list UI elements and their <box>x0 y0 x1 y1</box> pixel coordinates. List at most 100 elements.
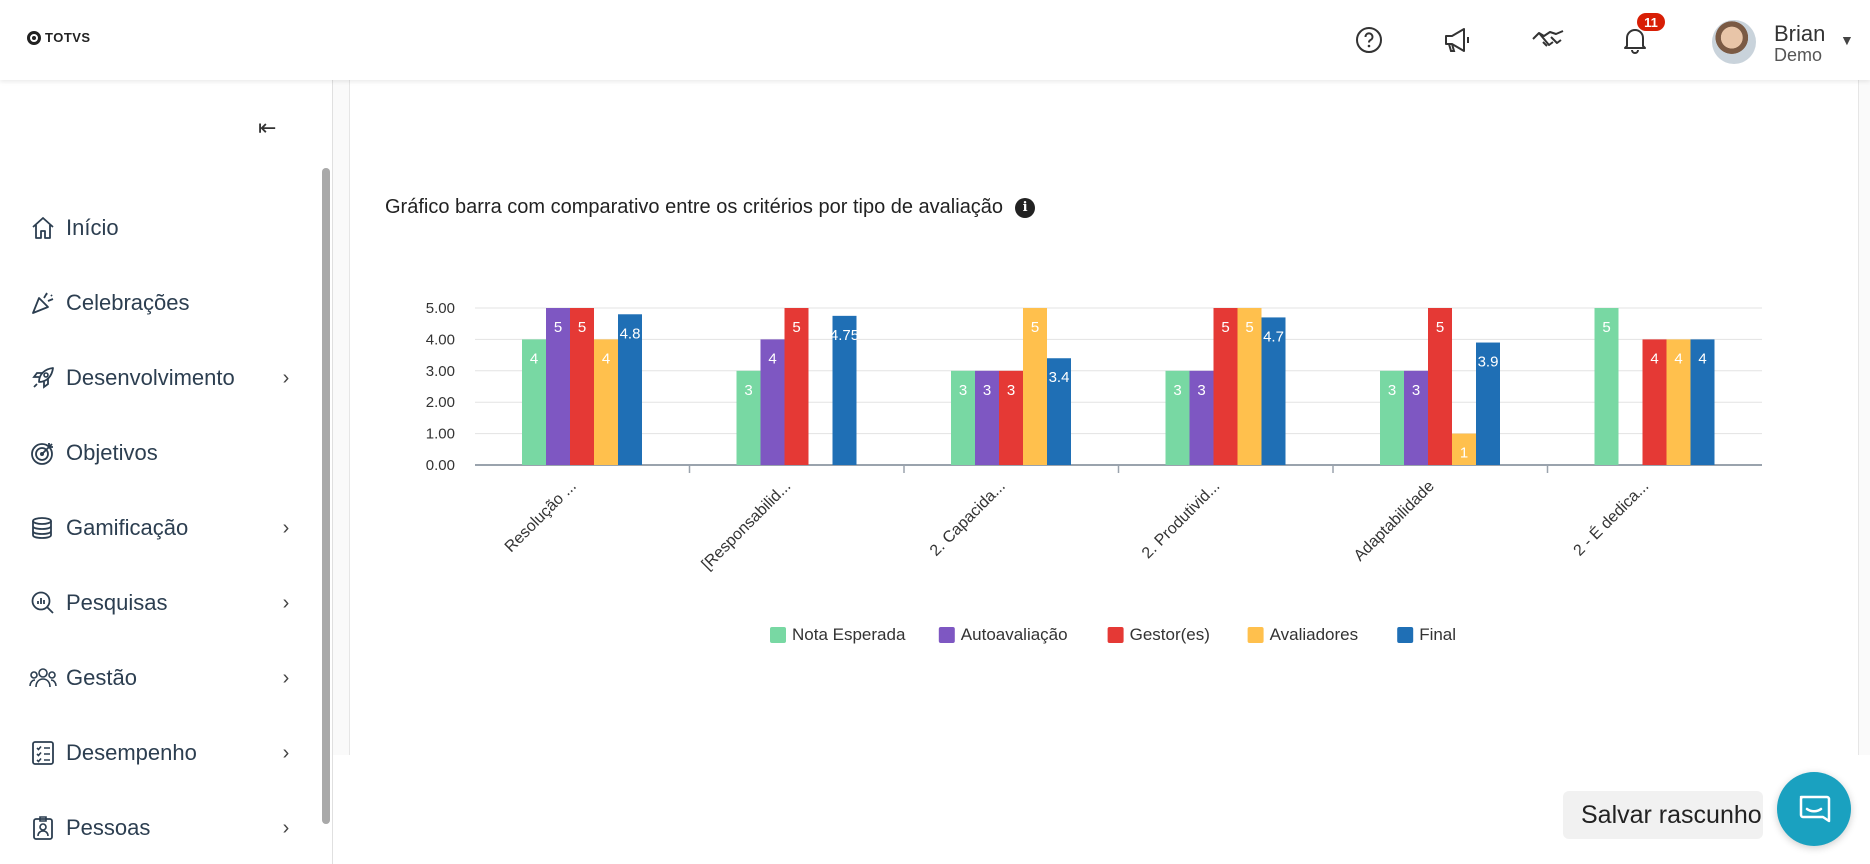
sidebar-item-inicio[interactable]: Início <box>28 206 296 250</box>
sidebar-scrollbar-thumb[interactable] <box>322 168 330 824</box>
chart-title: Gráfico barra com comparativo entre os c… <box>385 196 1036 219</box>
bar <box>570 308 594 465</box>
bell-icon <box>1624 29 1646 54</box>
people-icon <box>28 663 58 693</box>
help-circle-icon <box>1356 27 1382 53</box>
sidebar-item-gamificacao[interactable]: Gamificação › <box>28 506 296 550</box>
avatar[interactable] <box>1712 20 1756 64</box>
data-label: 5 <box>578 319 586 336</box>
sidebar-item-label: Desenvolvimento <box>66 365 235 390</box>
bar <box>546 308 570 465</box>
sidebar-item-desenvolvimento[interactable]: Desenvolvimento › <box>28 356 296 400</box>
x-tick-label: Adaptabilidade <box>1351 478 1438 565</box>
search-chart-icon <box>28 588 58 618</box>
bar <box>1428 308 1452 465</box>
user-subtitle: Demo <box>1774 45 1823 65</box>
notification-badge: 11 <box>1637 13 1665 31</box>
bar <box>736 370 761 465</box>
data-label: 3 <box>983 382 991 399</box>
data-label: 4.75 <box>830 327 859 344</box>
legend-swatch <box>938 627 955 643</box>
data-label: 5 <box>1031 319 1039 336</box>
x-tick-label: 2. Produtivid... <box>1139 478 1223 562</box>
sidebar-item-label: Pesquisas <box>66 590 168 615</box>
y-tick-label: 2.00 <box>426 394 455 411</box>
bar <box>1047 358 1071 465</box>
bar <box>975 370 999 465</box>
data-label: 4 <box>1698 350 1706 367</box>
bar <box>1666 339 1691 465</box>
top-bar: TOTVS 1 <box>0 0 1870 80</box>
data-label: 3.9 <box>1478 354 1499 371</box>
bar <box>951 370 975 465</box>
bar <box>1261 317 1286 465</box>
y-tick-label: 0.00 <box>426 457 455 474</box>
sidebar-item-label: Celebrações <box>66 290 190 315</box>
help-button[interactable] <box>1351 22 1387 58</box>
legend-swatch <box>1247 627 1264 643</box>
totvs-logo[interactable]: TOTVS <box>27 30 91 45</box>
x-tick-label: Resolução ... <box>502 478 580 556</box>
megaphone-icon <box>1445 28 1469 52</box>
logo-text: TOTVS <box>45 30 91 45</box>
user-menu-caret-icon[interactable]: ▼ <box>1840 32 1854 48</box>
announcements-button[interactable] <box>1440 22 1476 58</box>
user-name[interactable]: Brian <box>1774 21 1826 46</box>
legend-swatch <box>1107 627 1124 643</box>
bar <box>999 370 1023 465</box>
handshake-icon <box>1532 30 1564 47</box>
data-label: 5 <box>1602 319 1610 336</box>
data-label: 4 <box>768 350 776 367</box>
data-label: 5 <box>1245 319 1253 336</box>
sidebar-item-pessoas[interactable]: Pessoas › <box>28 806 296 850</box>
checklist-icon <box>28 738 58 768</box>
bar <box>1165 370 1190 465</box>
bar <box>1213 308 1238 465</box>
collapse-sidebar-icon[interactable]: ⇤ <box>258 115 277 140</box>
y-tick-label: 4.00 <box>426 331 455 348</box>
bar <box>1452 433 1476 465</box>
legend-label: Avaliadores <box>1270 625 1359 644</box>
bar <box>760 339 785 465</box>
chevron-right-icon: › <box>282 516 290 539</box>
data-label: 4 <box>602 350 610 367</box>
data-label: 4.8 <box>620 325 641 342</box>
bar <box>1380 370 1404 465</box>
id-badge-icon <box>28 813 58 843</box>
sidebar-item-gestao[interactable]: Gestão › <box>28 656 296 700</box>
sidebar-item-label: Objetivos <box>66 440 158 465</box>
sidebar-item-label: Gamificação <box>66 515 189 540</box>
bar <box>1023 308 1047 465</box>
bar <box>618 314 642 465</box>
sidebar-item-desempenho[interactable]: Desempenho › <box>28 731 296 775</box>
feedback-button[interactable] <box>1530 22 1566 58</box>
save-draft-button[interactable]: Salvar rascunho <box>1563 791 1763 839</box>
chevron-right-icon: › <box>282 666 290 689</box>
data-label: 3 <box>744 382 752 399</box>
bar <box>1404 370 1428 465</box>
chevron-right-icon: › <box>282 741 290 764</box>
data-label: 5 <box>792 319 800 336</box>
chevron-right-icon: › <box>282 366 290 389</box>
chat-button[interactable] <box>1777 772 1851 846</box>
bar <box>1476 342 1500 465</box>
chevron-right-icon: › <box>282 816 290 839</box>
sidebar-item-pesquisas[interactable]: Pesquisas › <box>28 581 296 625</box>
data-label: 1 <box>1460 445 1468 462</box>
bar <box>594 339 618 465</box>
data-label: 3 <box>1412 382 1420 399</box>
info-icon[interactable]: i <box>1015 197 1036 218</box>
bar <box>1594 308 1619 465</box>
x-tick-label: 2. Capacida... <box>927 478 1009 560</box>
data-label: 4 <box>1650 350 1658 367</box>
notifications-button[interactable]: 11 <box>1617 13 1665 58</box>
data-label: 3.4 <box>1049 369 1070 386</box>
legend-swatch <box>770 627 786 643</box>
party-popper-icon <box>28 288 58 318</box>
legend-label: Final <box>1419 625 1456 644</box>
target-icon <box>28 438 58 468</box>
sidebar-item-label: Início <box>66 215 119 240</box>
sidebar-item-objetivos[interactable]: Objetivos <box>28 431 296 475</box>
sidebar-item-celebracoes[interactable]: Celebrações <box>28 281 296 325</box>
